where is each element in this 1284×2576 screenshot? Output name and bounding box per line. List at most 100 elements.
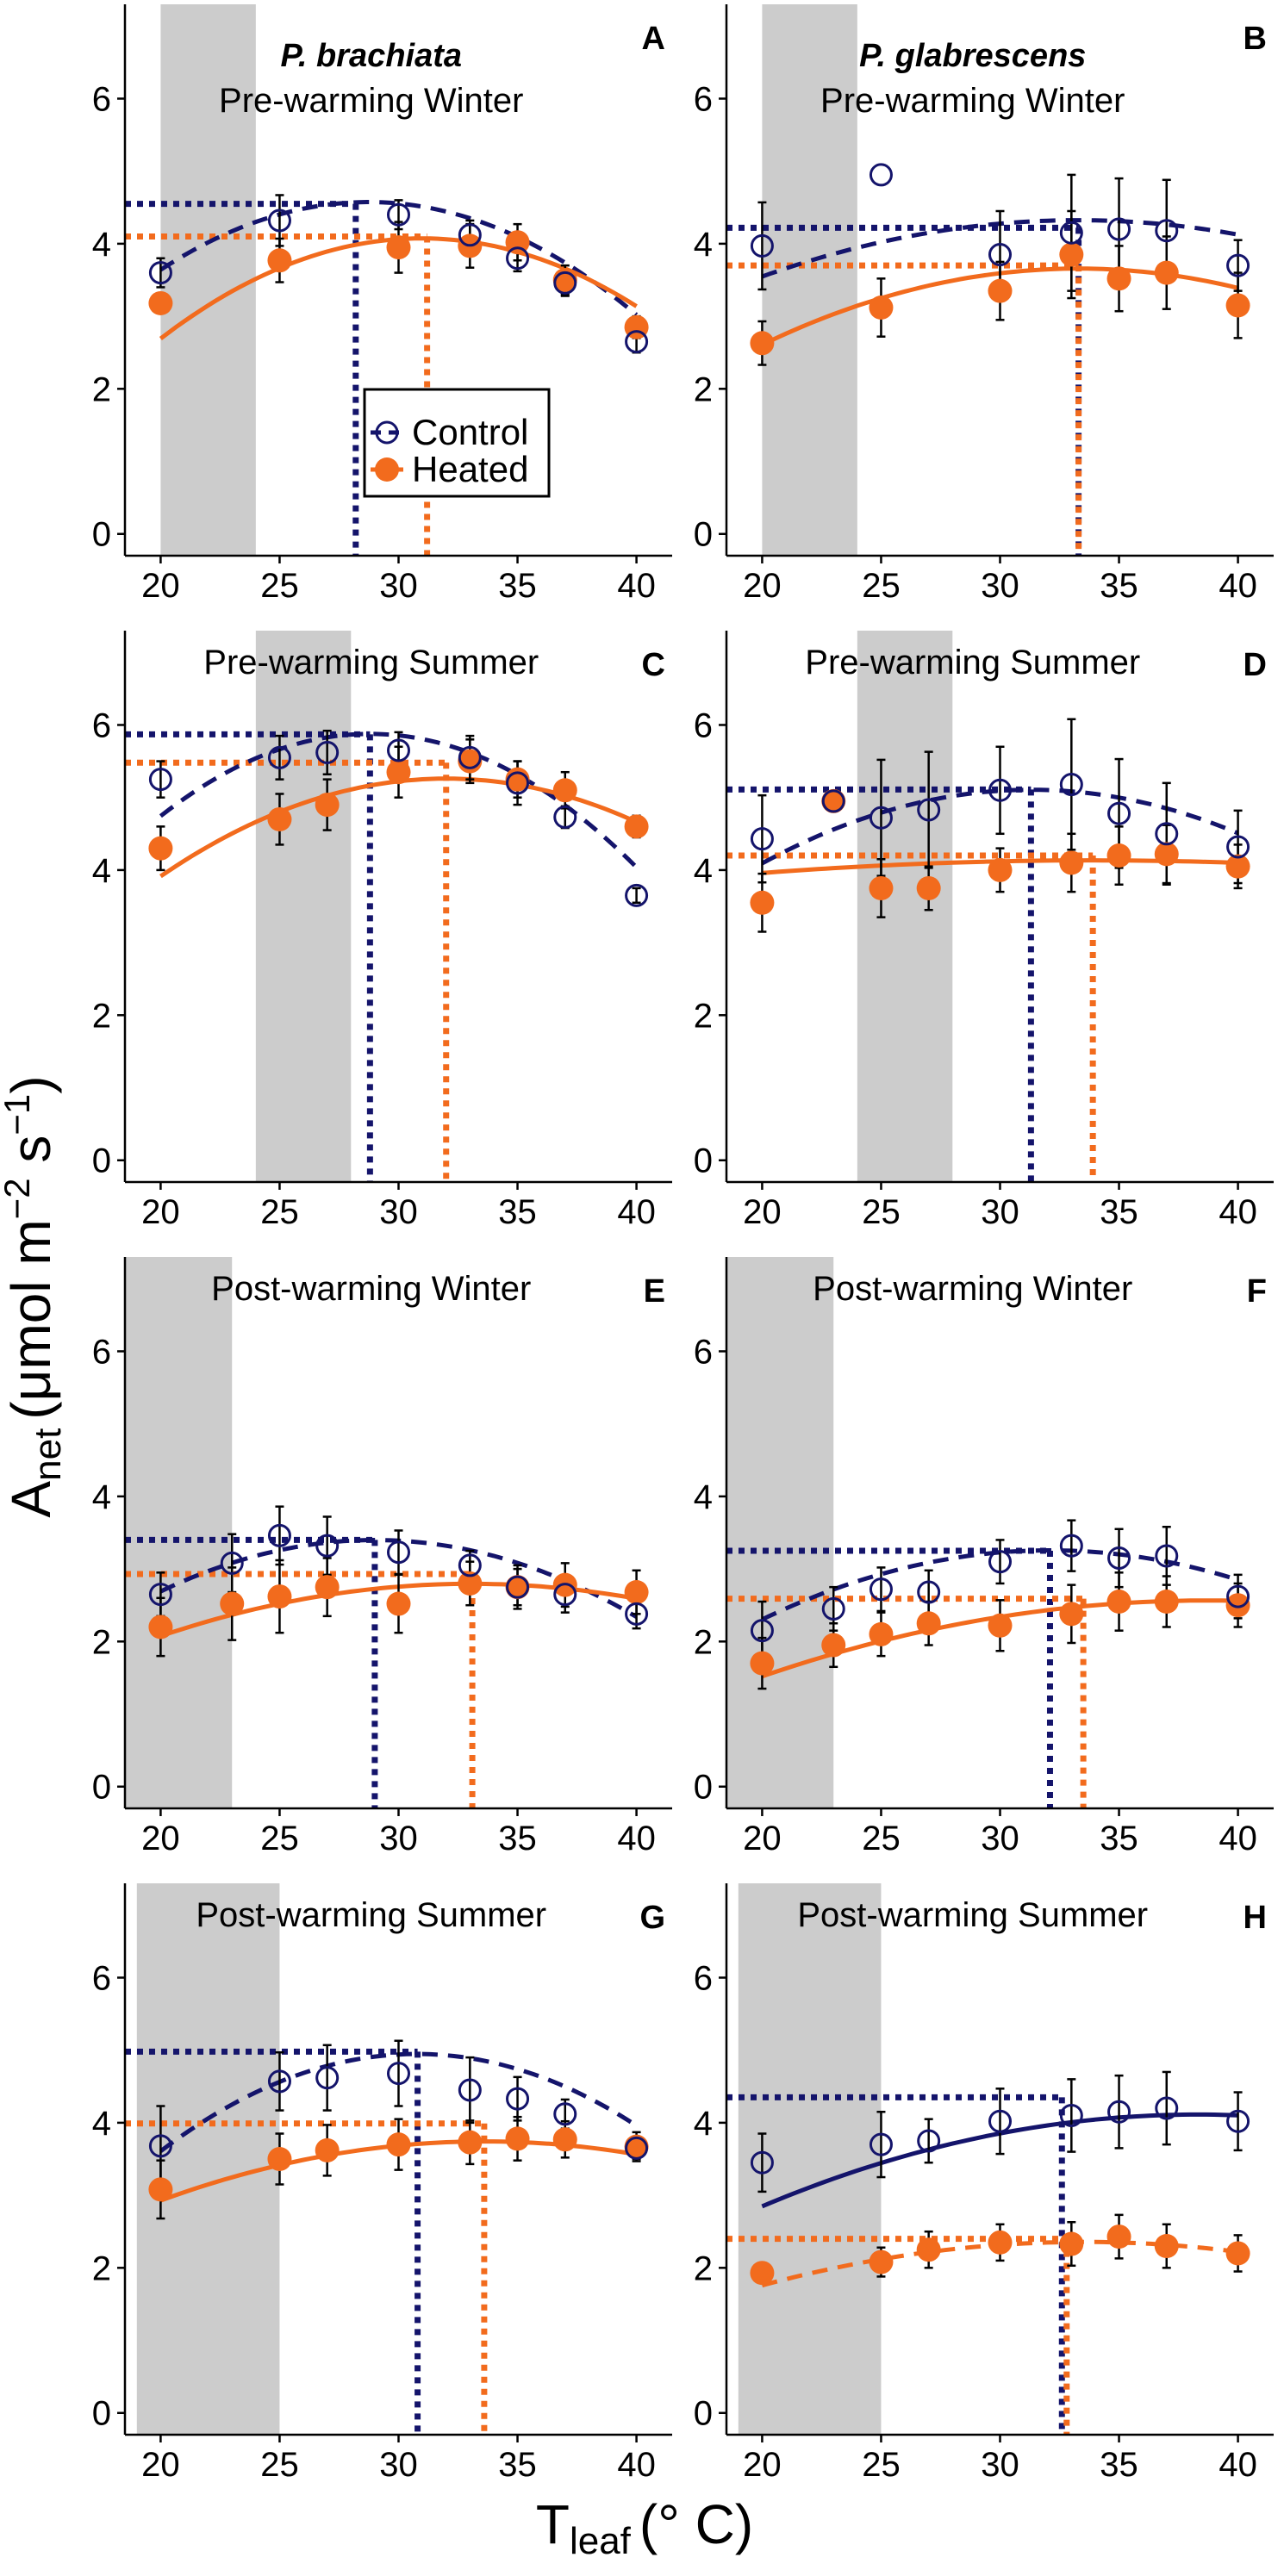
- panel-g-control-point: [458, 2078, 482, 2102]
- panel-c-letter: C: [642, 647, 665, 683]
- panel-b-y-tick-label: 2: [694, 370, 713, 408]
- panel-f-x-tick-label: 30: [981, 1820, 1019, 1857]
- panel-g-control-point: [387, 2062, 410, 2086]
- panel-h-control-point: [750, 2150, 774, 2175]
- panel-g-control-point: [267, 2069, 291, 2094]
- panel-h-x-tick-label: 25: [862, 2446, 901, 2484]
- panel-a-control-point: [625, 330, 649, 354]
- panel-b-heated-point: [1106, 266, 1131, 291]
- panel-f-heated-point: [1106, 1590, 1131, 1614]
- panel-g-control-point: [148, 2134, 172, 2158]
- panel-b-control-point: [1155, 219, 1179, 243]
- panel-d-control-point: [917, 798, 941, 822]
- panel-a-season: Pre-warming Winter: [219, 82, 523, 120]
- panel-d-control-point: [1059, 773, 1083, 797]
- panel-g-x-tick-label: 20: [141, 2446, 180, 2484]
- panel-d-y-tick-label: 4: [694, 852, 713, 890]
- panel-e-control-point: [315, 1534, 340, 1558]
- panel-d-control-point: [869, 806, 893, 830]
- panel-b-x-tick-label: 35: [1100, 567, 1138, 605]
- panel-c-control-point: [148, 768, 172, 792]
- panel-b-species: P. glabrescens: [859, 38, 1086, 74]
- panel-e-control-point: [458, 1553, 482, 1577]
- panel-d-heated-point: [869, 875, 894, 900]
- panel-h-x-tick-label: 35: [1100, 2446, 1138, 2484]
- panel-g-y-tick-label: 6: [92, 1959, 111, 1997]
- panel-d-y-tick-label: 6: [694, 706, 713, 744]
- panel-e-letter: E: [644, 1273, 665, 1310]
- panel-e-heated-point: [624, 1580, 649, 1605]
- panel-c: 20 25 30 35 40 0 2 4 6 C Pre-warming Summer: [92, 631, 672, 1231]
- panel-a-x-tick-label: 25: [260, 567, 299, 605]
- panel-e-control-point: [387, 1540, 410, 1565]
- panel-d-control-point: [988, 778, 1012, 802]
- panel-g-control-point: [553, 2102, 577, 2126]
- panel-f-control-point: [750, 1619, 774, 1643]
- panel-b-letter: B: [1243, 21, 1267, 57]
- panel-g-heated-point: [505, 2126, 530, 2151]
- panel-e-control-point: [220, 1551, 244, 1575]
- panel-h-heated-point: [1106, 2224, 1131, 2249]
- panel-f-heated-point: [1154, 1590, 1179, 1614]
- panel-c-y-tick-label: 2: [92, 997, 111, 1035]
- panel-g-temperature-band: [136, 1883, 280, 2435]
- legend-heated-label: Heated: [412, 449, 528, 489]
- panel-h-control-point: [1226, 2109, 1250, 2133]
- panel-f-heated-point: [750, 1651, 775, 1676]
- panel-a-heated-point: [148, 290, 173, 315]
- panel-d-control-point: [1107, 801, 1131, 825]
- panel-c-heated-point: [148, 836, 173, 861]
- panel-f-season: Post-warming Winter: [813, 1270, 1132, 1308]
- panel-a-letter: A: [642, 21, 665, 57]
- panel-c-x-tick-label: 30: [379, 1193, 418, 1231]
- panel-c-control-point: [625, 883, 649, 907]
- panel-c-control-point: [553, 805, 577, 829]
- panel-h-heated-point: [1059, 2231, 1084, 2256]
- panel-c-x-tick-label: 20: [141, 1193, 180, 1231]
- panel-a-x-tick-label: 35: [498, 567, 537, 605]
- panel-c-heated-point: [315, 793, 340, 818]
- panel-c-control-point: [267, 745, 291, 769]
- y-axis-title-close: ): [0, 1075, 62, 1093]
- panel-a-y-tick-label: 2: [92, 370, 111, 408]
- panel-f-x-tick-label: 35: [1100, 1820, 1138, 1857]
- panel-d-letter: D: [1243, 647, 1267, 683]
- panel-h-control-point: [1107, 2100, 1131, 2124]
- panel-h-letter: H: [1243, 1900, 1267, 1936]
- panel-c-y-tick-label: 4: [92, 852, 111, 890]
- panel-e-control-point: [625, 1602, 649, 1626]
- panel-d-control-point: [1155, 822, 1179, 846]
- panel-c-heated-point: [552, 778, 577, 803]
- panel-f-control-point: [917, 1580, 941, 1604]
- panel-f-control-fit-curve: [761, 1548, 1239, 1621]
- panel-h-heated-point: [1154, 2234, 1179, 2259]
- panel-b-heated-point: [1059, 242, 1084, 267]
- x-axis-title: Tleaf (° C): [536, 2493, 753, 2562]
- panel-f-heated-point: [869, 1621, 894, 1646]
- x-axis-title-units: (° C): [639, 2493, 753, 2555]
- panel-f-control-point: [1107, 1546, 1131, 1570]
- panel-g-heated-point: [458, 2130, 483, 2155]
- panel-g-y-tick-label: 2: [92, 2249, 111, 2287]
- panel-h-control-point: [917, 2129, 941, 2153]
- panel-e-x-tick-label: 35: [498, 1820, 537, 1857]
- panel-g-control-point: [625, 2136, 649, 2160]
- panel-f-y-tick-label: 0: [694, 1769, 713, 1807]
- panel-h-season: Post-warming Summer: [797, 1896, 1148, 1934]
- panel-f-control-point: [1226, 1584, 1250, 1608]
- panel-c-control-point: [506, 771, 530, 795]
- panel-c-y-tick-label: 6: [92, 706, 111, 744]
- panel-b-y-tick-label: 6: [694, 80, 713, 118]
- panel-e-heated-point: [220, 1591, 245, 1616]
- panel-a-control-point: [148, 261, 172, 285]
- panel-f: 20 25 30 35 40 0 2 4 6 F Post-warming Winter: [694, 1257, 1274, 1857]
- panel-a-heated-point: [386, 235, 411, 260]
- y-axis-title-units: (μmol m: [0, 1219, 62, 1419]
- panel-b-heated-point: [1154, 260, 1179, 285]
- panel-h-control-point: [1059, 2103, 1083, 2127]
- panel-h-heated-point: [869, 2249, 894, 2274]
- panel-a-control-point: [506, 246, 530, 271]
- panel-c-heated-point: [624, 814, 649, 839]
- panel-h-heated-point: [750, 2261, 775, 2286]
- panel-b-plot-area: [726, 4, 1250, 556]
